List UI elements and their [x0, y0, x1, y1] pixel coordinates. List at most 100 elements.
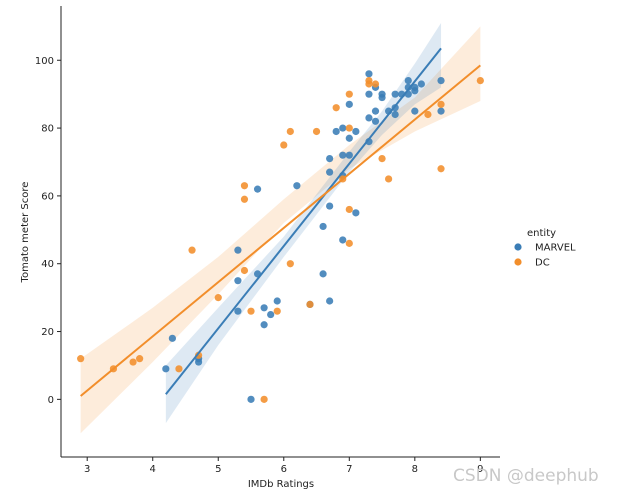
point-marvel — [260, 304, 268, 312]
point-marvel — [404, 83, 412, 91]
point-marvel — [194, 358, 203, 366]
point-marvel — [411, 107, 419, 115]
x-tick-label: 6 — [281, 464, 287, 475]
y-tick-label: 60 — [41, 191, 54, 202]
point-dc — [280, 141, 288, 149]
point-dc — [437, 100, 445, 108]
point-dc — [260, 395, 268, 403]
regression-lines — [80, 47, 481, 397]
point-marvel — [352, 209, 360, 217]
point-marvel — [437, 107, 445, 115]
point-marvel — [267, 310, 275, 319]
x-tick-label: 9 — [477, 464, 483, 475]
point-marvel — [326, 297, 334, 305]
point-marvel — [319, 222, 327, 231]
x-axis-title: IMDb Ratings — [248, 479, 314, 490]
point-dc — [345, 90, 353, 98]
point-dc — [437, 165, 445, 173]
point-marvel — [234, 246, 242, 254]
point-marvel — [339, 151, 347, 159]
x-tick-label: 8 — [412, 464, 418, 475]
y-tick-label: 100 — [35, 56, 54, 67]
point-dc — [345, 239, 353, 247]
y-tick-label: 20 — [41, 327, 54, 338]
point-dc — [378, 154, 386, 163]
point-marvel — [437, 77, 445, 85]
y-tick-label: 80 — [41, 124, 54, 135]
point-marvel — [371, 117, 380, 125]
regression-line-dc — [80, 64, 481, 397]
point-dc — [312, 127, 321, 136]
point-marvel — [260, 321, 268, 329]
point-marvel — [162, 365, 170, 373]
point-marvel — [378, 93, 386, 102]
point-dc — [129, 358, 137, 366]
point-marvel — [326, 154, 334, 163]
point-marvel — [365, 70, 373, 78]
point-dc — [240, 266, 249, 275]
regression-line-marvel — [165, 47, 442, 395]
point-dc — [345, 124, 353, 132]
legend-label-dc: DC — [535, 258, 550, 269]
point-marvel — [168, 334, 176, 342]
confidence-bands — [80, 22, 481, 434]
point-marvel — [332, 127, 340, 136]
y-axis-title: Tomato meter Score — [20, 182, 31, 284]
point-dc — [424, 110, 432, 119]
point-marvel — [339, 124, 347, 132]
point-dc — [332, 104, 340, 112]
point-marvel — [365, 90, 373, 98]
point-marvel — [391, 110, 399, 119]
point-dc — [240, 195, 249, 203]
point-marvel — [326, 168, 334, 176]
legend-title: entity — [527, 228, 556, 239]
point-marvel — [352, 127, 360, 136]
confidence-band-dc — [80, 26, 481, 434]
y-tick-label: 0 — [48, 395, 54, 406]
point-dc — [77, 355, 85, 363]
x-tick-label: 3 — [84, 464, 90, 475]
confidence-band-marvel — [165, 22, 442, 424]
point-dc — [273, 307, 281, 315]
point-dc — [247, 307, 255, 315]
point-marvel — [234, 307, 242, 315]
point-marvel — [404, 77, 412, 85]
point-marvel — [345, 134, 353, 142]
point-marvel — [326, 202, 334, 210]
point-dc — [385, 175, 393, 183]
point-dc — [240, 182, 249, 190]
point-marvel — [345, 100, 353, 108]
point-marvel — [391, 90, 399, 98]
point-marvel — [411, 87, 419, 95]
point-marvel — [293, 182, 301, 190]
point-marvel — [234, 277, 242, 285]
point-dc — [476, 77, 484, 85]
point-marvel — [345, 151, 353, 159]
point-marvel — [273, 297, 281, 305]
legend-marker-marvel — [514, 243, 522, 251]
point-dc — [136, 355, 144, 363]
point-marvel — [253, 185, 262, 193]
point-dc — [188, 246, 196, 254]
point-dc — [345, 205, 353, 214]
watermark-text: CSDN @deephub — [453, 466, 599, 486]
x-tick-label: 7 — [346, 464, 352, 475]
y-tick-label: 40 — [41, 259, 54, 270]
point-dc — [286, 260, 294, 268]
point-marvel — [247, 395, 255, 403]
point-dc — [286, 127, 294, 136]
point-marvel — [417, 80, 425, 88]
legend-label-marvel: MARVEL — [535, 243, 576, 254]
data-points — [77, 70, 484, 403]
legend-marker-dc — [514, 258, 522, 266]
point-dc — [175, 365, 183, 373]
point-dc — [371, 80, 380, 88]
point-marvel — [365, 114, 373, 122]
point-dc — [194, 351, 203, 359]
point-dc — [214, 294, 222, 302]
point-marvel — [319, 270, 327, 278]
point-dc — [306, 300, 314, 309]
x-tick-label: 5 — [215, 464, 221, 475]
x-tick-label: 4 — [150, 464, 156, 475]
